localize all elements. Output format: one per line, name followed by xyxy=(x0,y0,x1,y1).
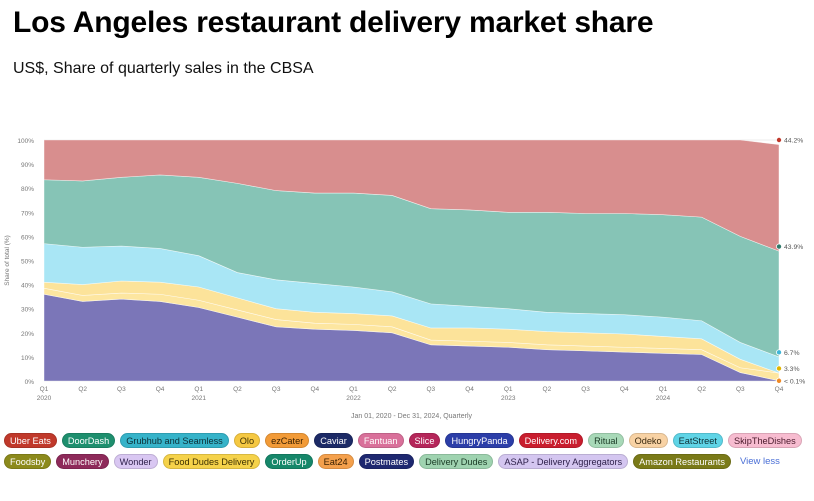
end-value-label: 6.7% xyxy=(784,350,800,357)
legend-chip-ezcater[interactable]: ezCater xyxy=(265,433,310,448)
legend-chip-skipthedishes[interactable]: SkipTheDishes xyxy=(727,433,802,448)
legend-chip-delivery-com[interactable]: Delivery.com xyxy=(518,433,584,448)
x-tick-label: Q1 xyxy=(40,386,49,393)
x-tick-label: Q2 xyxy=(388,386,397,393)
y-tick-label: 30% xyxy=(21,307,34,314)
y-tick-label: 100% xyxy=(17,138,34,145)
end-value-label: 43.9% xyxy=(784,244,803,251)
end-value-label: 44.2% xyxy=(784,138,803,145)
legend-chip-food-dudes-delivery[interactable]: Food Dudes Delivery xyxy=(162,454,261,469)
x-tick-label: Q1 xyxy=(659,386,668,393)
x-tick-label: Q2 xyxy=(543,386,552,393)
legend-chip-uber-eats[interactable]: Uber Eats xyxy=(4,433,57,448)
x-tick-label: Q3 xyxy=(581,386,590,393)
chart-subtitle: US$, Share of quarterly sales in the CBS… xyxy=(13,60,314,77)
end-marker-dot xyxy=(776,243,783,250)
x-tick-label: Q2 xyxy=(697,386,706,393)
legend-chip-eatstreet[interactable]: EatStreet xyxy=(672,433,723,448)
x-tick-label: Q1 xyxy=(504,386,513,393)
end-value-label: 3.3% xyxy=(784,366,800,373)
legend-chip-orderup[interactable]: OrderUp xyxy=(265,454,313,469)
x-tick-label: Q2 xyxy=(233,386,242,393)
x-tick-label: Q4 xyxy=(465,386,474,393)
legend-chip-postmates[interactable]: Postmates xyxy=(358,454,415,469)
view-less-link[interactable]: View less xyxy=(739,456,780,467)
y-tick-label: 10% xyxy=(21,355,34,362)
legend-chip-slice[interactable]: Slice xyxy=(408,433,441,448)
x-tick-year-label: 2024 xyxy=(656,395,671,402)
y-tick-label: 20% xyxy=(21,331,34,338)
y-tick-label: 70% xyxy=(21,210,34,217)
x-tick-year-label: 2021 xyxy=(192,395,207,402)
x-tick-label: Q4 xyxy=(620,386,629,393)
legend-chip-ritual[interactable]: Ritual xyxy=(588,433,624,448)
legend-chip-fantuan[interactable]: Fantuan xyxy=(357,433,404,448)
y-tick-label: 60% xyxy=(21,234,34,241)
legend-chip-doordash[interactable]: DoorDash xyxy=(61,433,116,448)
y-tick-label: 90% xyxy=(21,162,34,169)
legend-chip-odeko[interactable]: Odeko xyxy=(628,433,668,448)
x-tick-label: Q3 xyxy=(736,386,745,393)
x-tick-year-label: 2020 xyxy=(37,395,52,402)
y-tick-label: 40% xyxy=(21,283,34,290)
x-tick-year-label: 2023 xyxy=(501,395,516,402)
y-tick-label: 50% xyxy=(21,259,34,266)
x-tick-label: Q4 xyxy=(775,386,784,393)
y-tick-label: 0% xyxy=(25,379,35,386)
x-tick-year-label: 2022 xyxy=(346,395,361,402)
stacked-area-chart: 0% 10% 20% 30% 40% 50% 60% 70% 80% 90% 100% Share o… xyxy=(4,136,805,420)
legend-chip-foodsby[interactable]: Foodsby xyxy=(4,454,52,469)
y-axis-label: Share of total (%) xyxy=(4,235,11,286)
x-tick-label: Q1 xyxy=(349,386,358,393)
x-tick-label: Q3 xyxy=(117,386,126,393)
x-tick-label: Q4 xyxy=(156,386,165,393)
legend-chip-munchery[interactable]: Munchery xyxy=(56,454,109,469)
legend-chip-eat24[interactable]: Eat24 xyxy=(317,454,354,469)
legend: Uber Eats DoorDash Grubhub and Seamless Olo… xyxy=(4,433,810,469)
end-value-label: < 0.1% xyxy=(784,378,805,385)
x-tick-label: Q3 xyxy=(272,386,281,393)
legend-chip-delivery-dudes[interactable]: Delivery Dudes xyxy=(419,454,494,469)
x-tick-label: Q4 xyxy=(310,386,319,393)
area-caviar xyxy=(43,139,780,252)
x-tick-label: Q2 xyxy=(78,386,87,393)
chart-title: Los Angeles restaurant delivery market s… xyxy=(13,6,654,39)
legend-chip-grubhub-and-seamless[interactable]: Grubhub and Seamless xyxy=(120,433,229,448)
x-tick-label: Q1 xyxy=(194,386,203,393)
y-tick-label: 80% xyxy=(21,186,34,193)
x-tick-label: Q3 xyxy=(427,386,436,393)
end-marker-dot xyxy=(776,365,783,372)
end-marker-dot xyxy=(776,377,783,384)
legend-chip-amazon-restaurants[interactable]: Amazon Restaurants xyxy=(633,454,731,469)
x-axis-caption: Jan 01, 2020 - Dec 31, 2024, Quarterly xyxy=(351,413,473,420)
legend-chip-olo[interactable]: Olo xyxy=(233,433,261,448)
legend-chip-caviar[interactable]: Caviar xyxy=(314,433,353,448)
end-marker-dot xyxy=(776,136,783,143)
legend-chip-hungrypanda[interactable]: HungryPanda xyxy=(445,433,514,448)
end-marker-dot xyxy=(776,349,783,356)
legend-chip-asap-delivery-aggregators[interactable]: ASAP - Delivery Aggregators xyxy=(498,454,629,469)
legend-chip-wonder[interactable]: Wonder xyxy=(113,454,158,469)
